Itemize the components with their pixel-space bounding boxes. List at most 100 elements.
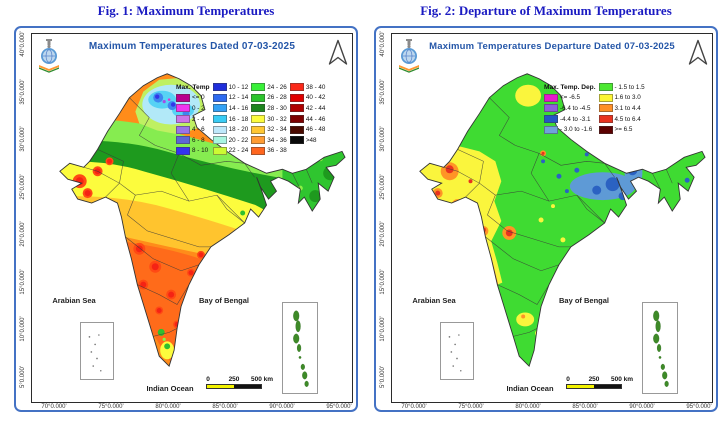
legend-swatch	[598, 125, 613, 134]
longitude-tick-label: 70°0.000'	[401, 404, 427, 410]
legend-swatch	[289, 93, 304, 102]
legend-swatch	[598, 115, 613, 124]
legend-swatch	[251, 136, 266, 145]
latitude-tick-label: 15°0.000'	[20, 268, 26, 295]
bay-of-bengal-label: Bay of Bengal	[558, 296, 609, 305]
legend-swatch	[251, 83, 266, 92]
legend-item: 4 - 6	[176, 124, 210, 135]
legend-swatch	[544, 115, 558, 124]
latitude-tick-label: 5°0.000'	[380, 365, 386, 388]
andaman-nicobar-inset	[642, 302, 678, 394]
legend-swatch	[544, 93, 558, 102]
legend-item: 36 - 38	[251, 146, 287, 157]
lakshadweep-inset	[80, 322, 114, 380]
legend-label: 4 - 6	[192, 126, 205, 134]
legend-label: 32 - 34	[267, 126, 287, 134]
legend-item: 32 - 34	[251, 124, 287, 135]
legend-label: 10 - 12	[228, 83, 249, 91]
longitude-tick-label: 85°0.000'	[572, 404, 598, 410]
latitude-tick-label: 35°0.000'	[380, 78, 386, 105]
legend-swatch	[289, 115, 304, 124]
legend-item: 18 - 20	[212, 124, 249, 135]
legend-header: Max. Temp. Dep.	[544, 83, 596, 91]
legend-header: Max. Temp	[176, 83, 210, 91]
latitude-tick-label: 20°0.000'	[20, 221, 26, 247]
legend-swatch	[251, 115, 266, 124]
legend-item: 22 - 24	[212, 146, 248, 157]
legend-item: 38 - 40	[289, 82, 326, 93]
longitude-tick-label: 85°0.000'	[212, 404, 238, 410]
legend-swatch	[598, 93, 613, 102]
legend-item: 44 - 46	[289, 114, 325, 125]
legend-item: >= 6.5	[598, 124, 645, 135]
arabian-sea-label: Arabian Sea	[52, 296, 96, 305]
figure-panel-max-temp: Maximum Temperatures Dated 07-03-2025 Ma…	[14, 26, 358, 412]
legend-label: 8 - 10	[192, 147, 209, 155]
longitude-tick-label: 75°0.000'	[98, 404, 124, 410]
legend-label: -6.4 to -4.5	[560, 104, 591, 112]
scale-bar-tick-label: 250	[228, 376, 240, 383]
legend-label: 16 - 18	[228, 115, 249, 123]
legend-swatch	[212, 93, 227, 102]
legend-item: 30 - 32	[251, 114, 287, 125]
legend-item: 46 - 48	[289, 124, 326, 135]
scale-bar: 0 250 500 km	[564, 376, 660, 389]
legend-swatch	[251, 93, 266, 102]
legend-label: 0 - 2	[192, 104, 205, 112]
legend-label: 14 - 16	[228, 104, 249, 112]
legend-label: 18 - 20	[228, 126, 249, 134]
legend-swatch	[212, 115, 227, 124]
latitude-tick-label: 10°0.000'	[20, 316, 26, 342]
latitude-tick-label: 10°0.000'	[380, 316, 386, 342]
lakshadweep-inset	[440, 322, 474, 380]
legend-item: 10 - 12	[212, 82, 249, 93]
legend-label: 4.5 to 6.4	[614, 115, 641, 123]
legend-swatch	[212, 125, 227, 134]
longitude-tick-label: 80°0.000'	[155, 404, 181, 410]
legend-item: 16 - 18	[212, 114, 249, 125]
legend-label: 6 - 8	[192, 136, 205, 144]
legend-label: 36 - 38	[267, 147, 287, 155]
legend-swatch	[289, 104, 304, 113]
latitude-tick-label: 5°0.000'	[20, 365, 26, 388]
scale-bar-tick-label: 500 km	[610, 376, 634, 383]
legend-label: 42 - 44	[305, 104, 326, 112]
legend-swatch	[176, 104, 190, 113]
legend-label: 38 - 40	[305, 83, 326, 91]
legend-swatch	[176, 93, 190, 102]
latitude-tick-label: 20°0.000'	[380, 221, 386, 247]
legend-item: 8 - 10	[176, 146, 210, 157]
legend-label: 46 - 48	[305, 126, 326, 134]
latitude-tick-label: 40°0.000'	[20, 31, 26, 57]
scale-bar-tick-label: 500 km	[250, 376, 274, 383]
legend-item: 24 - 26	[251, 82, 287, 93]
scale-bar-ticks: 0 250 500 km	[564, 376, 660, 384]
figure1-caption: Fig. 1: Maximum Temperatures	[97, 3, 275, 18]
latitude-tick-label: 15°0.000'	[380, 268, 386, 295]
legend-item: -6.4 to -4.5	[544, 103, 596, 114]
legend-swatch	[212, 146, 227, 155]
legend-item: 12 - 14	[212, 93, 249, 104]
legend-swatch	[251, 125, 266, 134]
legend-swatch	[598, 104, 613, 113]
legend-swatch	[212, 136, 227, 145]
legend-item: 3.1 to 4.4	[598, 103, 645, 114]
legend-swatch	[289, 136, 304, 145]
india-map-max-temperature-departure	[419, 73, 706, 367]
legend-label: 24 - 26	[267, 83, 287, 91]
legend-label: 2 - 4	[192, 115, 205, 123]
arabian-sea-label: Arabian Sea	[412, 296, 456, 305]
imd-logo-icon	[398, 38, 420, 74]
longitude-tick-label: 80°0.000'	[515, 404, 541, 410]
legend-label: 30 - 32	[267, 115, 287, 123]
legend-label: >48	[305, 136, 317, 144]
legend-item: 0 - 2	[176, 103, 210, 114]
legend-label: 12 - 14	[228, 94, 249, 102]
legend-item: -4.4 to -3.1	[544, 114, 596, 125]
legend-label: 40 - 42	[305, 94, 326, 102]
legend-swatch	[598, 83, 613, 92]
legend-item: 4.5 to 6.4	[598, 114, 645, 125]
latitude-tick-label: 25°0.000'	[20, 173, 26, 200]
legend-item: - 1.5 to 1.5	[598, 82, 645, 93]
scale-bar-tick-label: 0	[206, 376, 210, 383]
